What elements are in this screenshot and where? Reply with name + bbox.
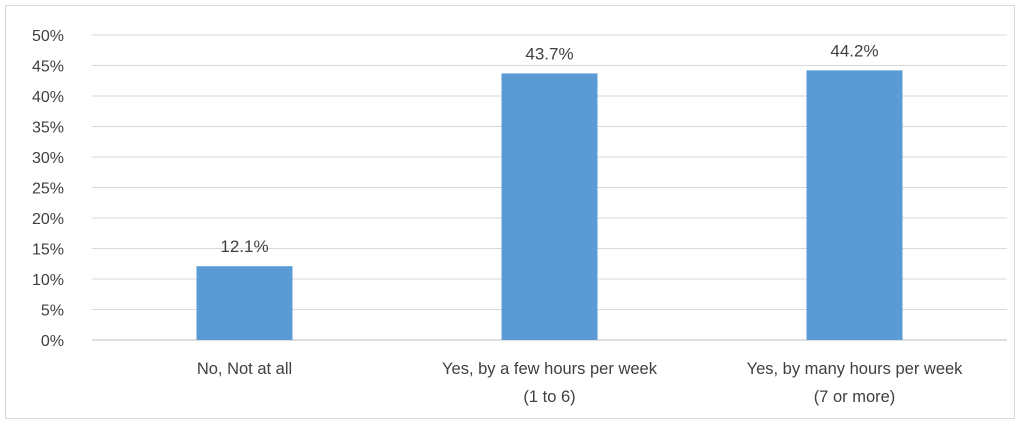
- y-tick-label: 25%: [32, 181, 64, 198]
- y-tick-label: 45%: [32, 59, 64, 76]
- bar: [806, 70, 903, 340]
- data-label: 43.7%: [525, 44, 573, 63]
- y-axis-tick-labels: 0% 5% 10% 15% 20% 25% 30% 35% 40% 45% 50%: [32, 28, 64, 350]
- y-tick-label: 40%: [32, 89, 64, 106]
- y-tick-label: 50%: [32, 28, 64, 45]
- x-category-label: Yes, by a few hours per week: [442, 360, 658, 378]
- y-tick-label: 5%: [41, 303, 64, 320]
- y-tick-label: 20%: [32, 211, 64, 228]
- bar: [196, 266, 293, 340]
- x-category-label: (7 or more): [814, 388, 896, 406]
- y-tick-label: 15%: [32, 242, 64, 259]
- y-tick-label: 0%: [41, 333, 64, 350]
- bars: [196, 70, 903, 341]
- y-tick-label: 35%: [32, 120, 64, 137]
- data-label: 12.1%: [220, 237, 268, 256]
- data-labels: 12.1% 43.7% 44.2%: [220, 41, 878, 256]
- x-category-label: No, Not at all: [197, 360, 292, 378]
- x-category-label: (1 to 6): [523, 388, 575, 406]
- y-tick-label: 10%: [32, 272, 64, 289]
- data-label: 44.2%: [830, 41, 878, 60]
- x-axis-category-labels: No, Not at all Yes, by a few hours per we…: [197, 360, 963, 406]
- y-tick-label: 30%: [32, 150, 64, 167]
- bar: [501, 73, 598, 341]
- x-category-label: Yes, by many hours per week: [747, 360, 964, 378]
